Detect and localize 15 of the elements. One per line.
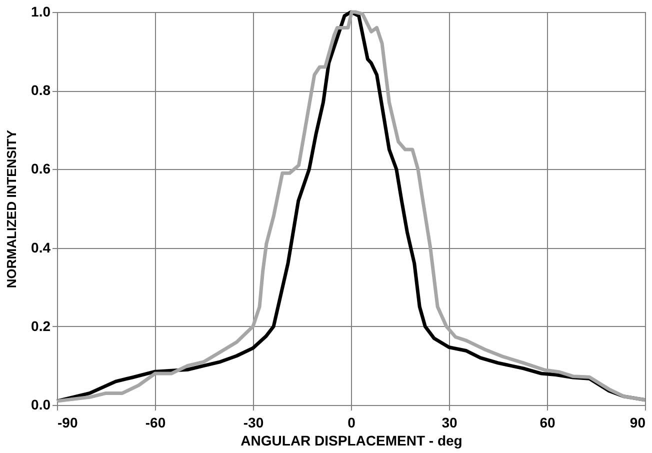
- y-tick-label: 0.4: [31, 239, 51, 256]
- x-axis-title: ANGULAR DISPLACEMENT - deg: [240, 432, 462, 448]
- y-tick-label: 0.2: [31, 318, 51, 334]
- x-tick-label: -90: [58, 414, 78, 430]
- x-tick-label: 30: [442, 414, 458, 430]
- x-tick-label: -30: [243, 414, 264, 430]
- x-tick-label: -60: [145, 414, 166, 430]
- y-tick-label: 0.8: [31, 82, 51, 98]
- x-tick-label: 90: [630, 414, 646, 430]
- y-tick-label: 0.0: [31, 396, 51, 412]
- y-axis-title: NORMALIZED INTENSITY: [4, 130, 20, 288]
- y-tick-label: 0.6: [31, 160, 51, 177]
- x-tick-label: 0: [348, 414, 356, 430]
- x-tick-label: 60: [540, 414, 556, 430]
- y-tick-label: 1.0: [31, 4, 51, 20]
